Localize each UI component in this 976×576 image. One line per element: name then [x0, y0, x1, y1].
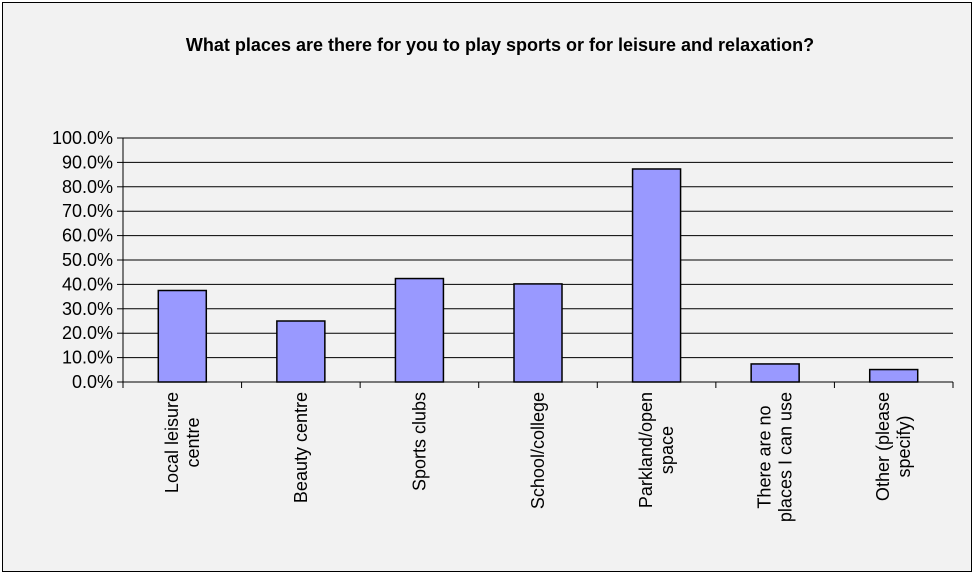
x-category-label: Sports clubs: [409, 392, 429, 491]
chart-title: What places are there for you to play sp…: [186, 35, 814, 55]
x-category-label: There are no places I can use: [755, 392, 796, 522]
bars: [157, 168, 919, 383]
x-category-label-line: Beauty centre: [291, 392, 311, 503]
x-category-label-line: Sports clubs: [409, 392, 429, 491]
y-tick-label: 20.0%: [62, 323, 113, 343]
y-tick-label: 40.0%: [62, 274, 113, 294]
x-category-label: Other (please specify): [873, 392, 914, 501]
x-category-labels: Local leisure centre Beauty centre Sports c…: [162, 392, 914, 522]
x-category-label-line: specify): [894, 416, 914, 478]
x-category-label-line: Local leisure: [162, 392, 182, 493]
x-category-label: Parkland/open space: [636, 392, 677, 508]
x-category-label-line: Parkland/open: [636, 392, 656, 508]
y-tick-label: 50.0%: [62, 250, 113, 270]
x-category-label-line: Other (please: [873, 392, 893, 501]
bar: [631, 168, 682, 383]
y-tick-label: 90.0%: [62, 152, 113, 172]
x-category-label: Beauty centre: [291, 392, 311, 503]
x-category-label-line: places I can use: [776, 392, 796, 522]
bar: [868, 368, 919, 383]
bar: [394, 277, 445, 383]
axes: [117, 137, 954, 388]
x-category-label: School/college: [528, 392, 548, 509]
bar: [157, 289, 208, 383]
x-category-label: Local leisure centre: [162, 392, 203, 493]
bar-chart: What places are there for you to play sp…: [52, 35, 954, 522]
y-tick-label: 100.0%: [52, 128, 113, 148]
y-tick-label: 60.0%: [62, 226, 113, 246]
y-tick-label: 30.0%: [62, 299, 113, 319]
bar: [750, 363, 800, 383]
y-tick-label: 0.0%: [72, 372, 113, 392]
x-category-label-line: School/college: [528, 392, 548, 509]
bar: [276, 320, 326, 383]
y-tick-label: 80.0%: [62, 177, 113, 197]
x-category-label-line: space: [657, 426, 677, 474]
y-tick-label: 10.0%: [62, 348, 113, 368]
bar: [513, 283, 563, 383]
x-category-label-line: There are no: [755, 406, 775, 509]
gridlines: [123, 137, 953, 359]
x-category-label-line: centre: [183, 418, 203, 468]
y-tick-label: 70.0%: [62, 201, 113, 221]
y-tick-labels: 0.0% 10.0% 20.0% 30.0% 40.0% 50.0% 60.0% 70.0% 8…: [52, 128, 113, 392]
